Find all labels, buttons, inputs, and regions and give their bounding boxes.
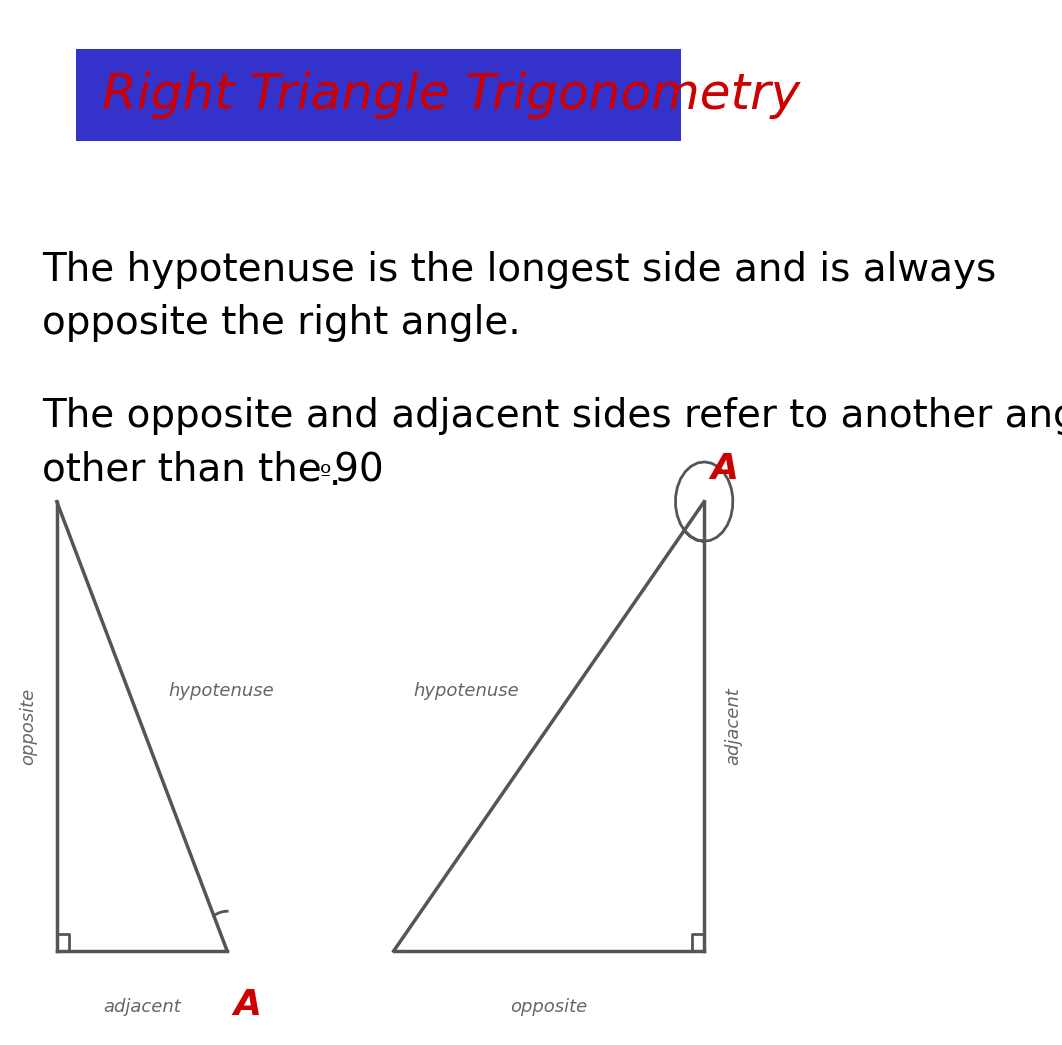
Text: Right Triangle Trigonometry: Right Triangle Trigonometry xyxy=(102,71,801,119)
Text: A: A xyxy=(710,451,738,486)
FancyBboxPatch shape xyxy=(75,49,682,141)
Text: adjacent: adjacent xyxy=(103,998,181,1016)
Text: The hypotenuse is the longest side and is always
opposite the right angle.: The hypotenuse is the longest side and i… xyxy=(41,251,996,342)
Text: opposite: opposite xyxy=(511,998,587,1016)
Text: The opposite and adjacent sides refer to another angle,
other than the 90: The opposite and adjacent sides refer to… xyxy=(41,397,1062,488)
Text: adjacent: adjacent xyxy=(724,688,742,765)
Text: º: º xyxy=(320,462,331,486)
Text: hypotenuse: hypotenuse xyxy=(413,682,518,700)
Text: .: . xyxy=(328,455,341,492)
Text: opposite: opposite xyxy=(19,688,37,765)
Text: A: A xyxy=(234,988,261,1022)
Text: hypotenuse: hypotenuse xyxy=(169,682,274,700)
